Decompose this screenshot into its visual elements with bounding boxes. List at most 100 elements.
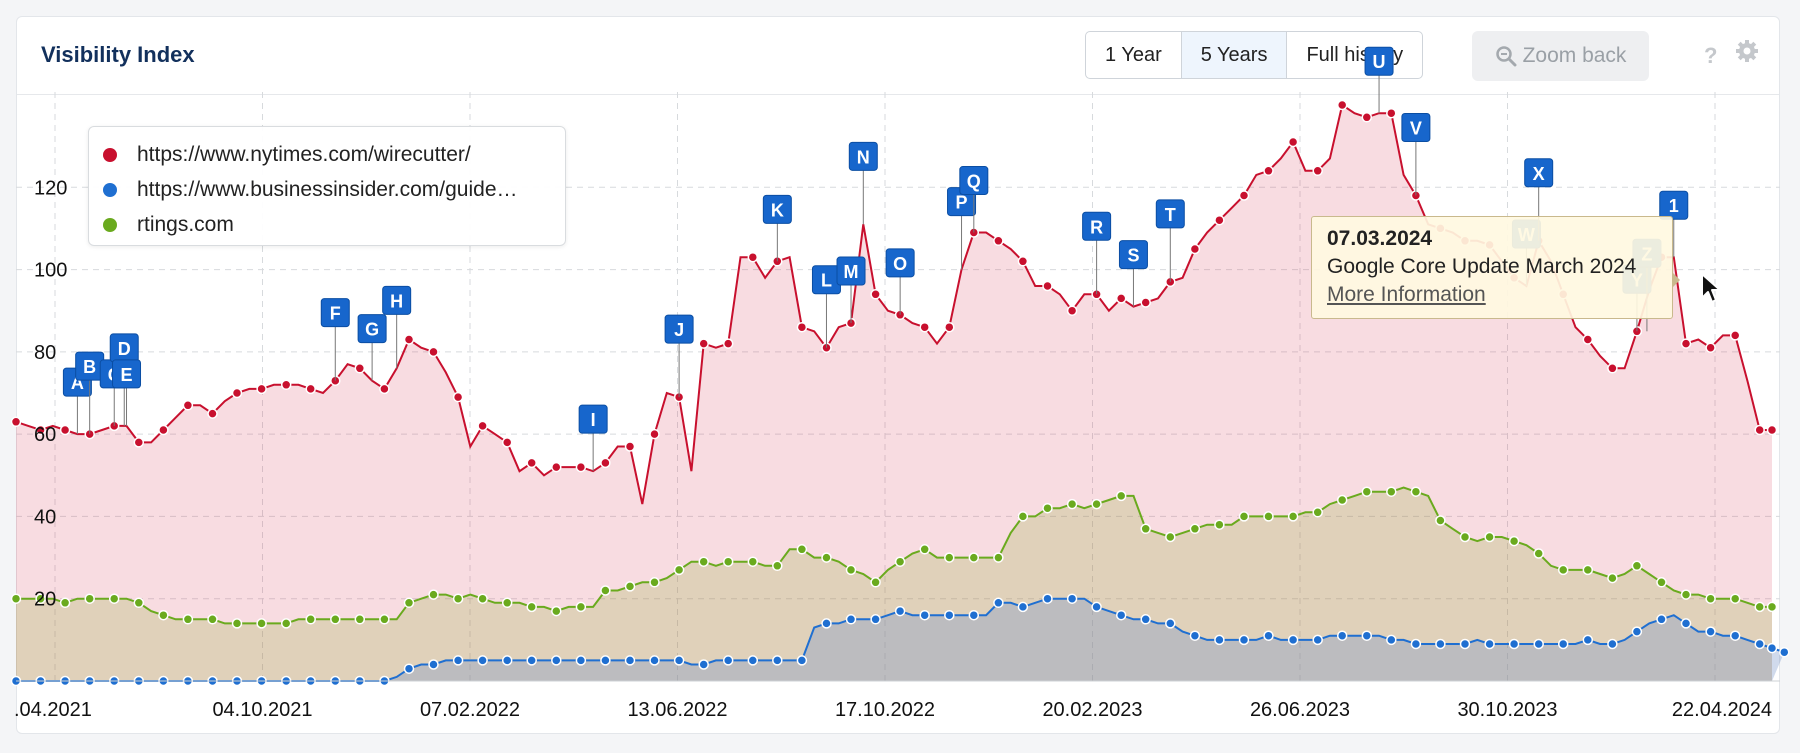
data-point[interactable] [158, 424, 169, 436]
data-point[interactable] [10, 593, 22, 604]
range-5-years-button[interactable]: 5 Years [1181, 32, 1288, 78]
data-point[interactable] [1680, 338, 1692, 349]
event-flag[interactable]: I [578, 404, 608, 472]
data-point[interactable] [1484, 531, 1495, 543]
data-point[interactable] [575, 601, 587, 613]
data-point[interactable] [1066, 498, 1078, 510]
data-point[interactable] [379, 383, 390, 395]
data-point[interactable] [501, 597, 513, 609]
data-point[interactable] [1705, 342, 1716, 353]
data-point[interactable] [944, 609, 955, 621]
data-point[interactable] [919, 609, 930, 621]
data-point[interactable] [1238, 190, 1250, 201]
data-point[interactable] [1766, 601, 1778, 613]
data-point[interactable] [1533, 638, 1544, 650]
data-point[interactable] [1214, 634, 1225, 646]
data-point[interactable] [1386, 486, 1397, 497]
data-point[interactable] [919, 321, 930, 333]
data-point[interactable] [477, 655, 488, 666]
data-point[interactable] [501, 437, 513, 448]
data-point[interactable] [477, 420, 488, 432]
data-point[interactable] [526, 457, 537, 469]
data-point[interactable] [1361, 486, 1373, 497]
data-point[interactable] [59, 597, 71, 609]
event-flag[interactable]: H [382, 285, 412, 369]
data-point[interactable] [1287, 136, 1299, 148]
legend-item-nytimes[interactable]: https://www.nytimes.com/wirecutter/ [103, 137, 551, 172]
data-point[interactable] [35, 593, 46, 604]
data-point[interactable] [182, 614, 194, 625]
data-point[interactable] [796, 321, 808, 333]
data-point[interactable] [256, 383, 267, 395]
data-point[interactable] [821, 552, 832, 563]
data-point[interactable] [1656, 577, 1667, 588]
data-point[interactable] [624, 581, 636, 592]
event-flag[interactable]: N [848, 141, 878, 225]
data-point[interactable] [1066, 305, 1078, 316]
data-point[interactable] [1140, 614, 1151, 625]
data-point[interactable] [1042, 593, 1053, 604]
data-point[interactable] [722, 655, 734, 666]
data-point[interactable] [1140, 297, 1151, 308]
data-point[interactable] [1607, 363, 1618, 374]
data-point[interactable] [1066, 593, 1078, 604]
data-point[interactable] [772, 655, 783, 666]
data-point[interactable] [870, 289, 881, 300]
data-point[interactable] [231, 618, 243, 629]
data-point[interactable] [1484, 638, 1495, 650]
data-point[interactable] [428, 659, 439, 670]
data-point[interactable] [1754, 638, 1765, 650]
data-point[interactable] [1263, 165, 1274, 177]
data-point[interactable] [1165, 531, 1176, 543]
data-point[interactable] [649, 428, 660, 440]
data-point[interactable] [452, 391, 464, 403]
data-point[interactable] [59, 424, 71, 436]
data-point[interactable] [1386, 634, 1397, 646]
data-point[interactable] [1410, 486, 1422, 497]
data-point[interactable] [796, 544, 808, 555]
data-point[interactable] [35, 424, 46, 436]
data-point[interactable] [1091, 601, 1102, 613]
data-point[interactable] [551, 461, 562, 473]
legend-item-businessinsider[interactable]: https://www.businessinsider.com/guide… [103, 172, 551, 207]
event-flag[interactable]: Q [959, 166, 989, 233]
data-point[interactable] [305, 383, 316, 395]
data-point[interactable] [1508, 638, 1520, 650]
zoom-back-button[interactable]: Zoom back [1472, 31, 1649, 81]
data-point[interactable] [1656, 614, 1667, 625]
data-point[interactable] [845, 564, 857, 576]
data-point[interactable] [1189, 630, 1201, 641]
event-flag[interactable]: M [836, 256, 866, 324]
data-point[interactable] [747, 556, 759, 567]
data-point[interactable] [1115, 490, 1127, 502]
data-point[interactable] [575, 655, 587, 666]
data-point[interactable] [280, 379, 292, 391]
data-point[interactable] [1263, 630, 1274, 641]
data-point[interactable] [1336, 99, 1348, 111]
data-point[interactable] [993, 552, 1004, 563]
data-point[interactable] [403, 334, 415, 345]
data-point[interactable] [1091, 498, 1102, 510]
data-point[interactable] [1042, 502, 1053, 514]
data-point[interactable] [10, 416, 22, 428]
data-point[interactable] [698, 338, 709, 349]
data-point[interactable] [1729, 593, 1741, 604]
data-point[interactable] [600, 655, 611, 666]
data-point[interactable] [1165, 618, 1176, 629]
event-flag[interactable]: U [1364, 46, 1394, 114]
data-point[interactable] [526, 655, 537, 666]
event-flag[interactable]: F [320, 298, 350, 381]
data-point[interactable] [1312, 165, 1323, 177]
data-point[interactable] [1115, 293, 1127, 304]
data-point[interactable] [1361, 630, 1373, 641]
data-point[interactable] [1140, 523, 1151, 535]
data-point[interactable] [698, 659, 709, 670]
data-point[interactable] [354, 614, 366, 625]
data-point[interactable] [1459, 638, 1471, 650]
data-point[interactable] [993, 235, 1004, 247]
data-point[interactable] [1115, 609, 1127, 621]
event-flag[interactable]: G [357, 314, 387, 381]
data-point[interactable] [1680, 589, 1692, 600]
data-point[interactable] [1361, 112, 1373, 123]
event-flag[interactable]: J [664, 314, 694, 398]
